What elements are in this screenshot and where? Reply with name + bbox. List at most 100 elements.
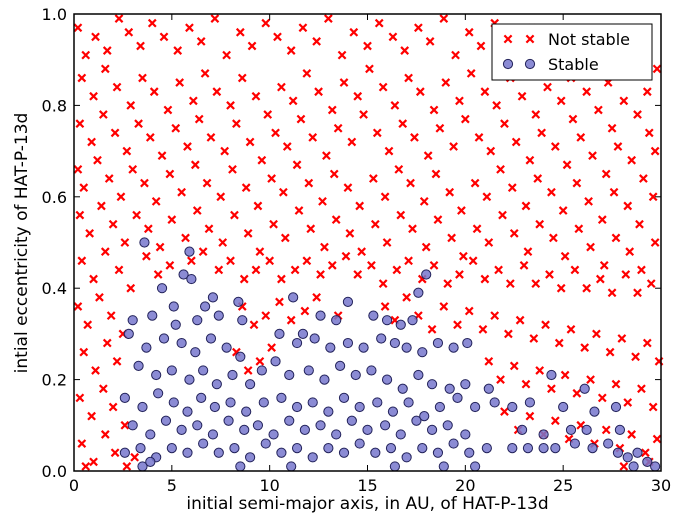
not-stable-point <box>558 206 568 215</box>
not-stable-point <box>251 91 261 101</box>
stable-point <box>650 461 661 472</box>
not-stable-point <box>460 114 470 124</box>
not-stable-point <box>500 407 509 416</box>
not-stable-point <box>613 142 623 151</box>
stable-point <box>309 333 320 344</box>
stable-point <box>403 397 414 408</box>
not-stable-point <box>627 155 637 165</box>
stable-point <box>338 447 350 458</box>
not-stable-point <box>470 178 480 188</box>
not-stable-point <box>243 366 253 375</box>
stable-point <box>538 429 549 440</box>
not-stable-point <box>249 320 259 330</box>
not-stable-point <box>621 270 631 279</box>
not-stable-point <box>531 279 541 289</box>
not-stable-point <box>642 87 652 97</box>
stable-point <box>401 342 412 353</box>
not-stable-point <box>269 219 278 229</box>
not-stable-point <box>188 96 198 106</box>
not-stable-point <box>439 302 449 311</box>
not-stable-point <box>586 375 595 384</box>
not-stable-point <box>302 256 312 266</box>
not-stable-point <box>290 265 300 275</box>
stable-point <box>395 319 406 330</box>
points-layer <box>73 14 664 472</box>
stable-point <box>245 379 256 390</box>
stable-point <box>323 443 334 454</box>
not-stable-point <box>619 96 629 106</box>
not-stable-point <box>482 192 492 202</box>
x-axis-label: initial semi-major axis, in AU, of HAT-P… <box>186 494 548 514</box>
stable-point <box>297 328 309 339</box>
not-stable-point <box>398 119 408 129</box>
not-stable-point <box>167 215 177 225</box>
not-stable-point <box>611 233 621 243</box>
not-stable-point <box>619 462 629 471</box>
stable-point <box>419 411 430 422</box>
not-stable-point <box>404 73 413 83</box>
not-stable-point <box>91 366 100 375</box>
not-stable-point <box>474 133 484 142</box>
not-stable-point <box>572 178 582 188</box>
not-stable-point <box>202 178 212 188</box>
not-stable-point <box>337 50 347 60</box>
stable-point <box>209 401 220 413</box>
not-stable-point <box>267 343 277 352</box>
stable-point <box>307 397 318 408</box>
not-stable-point <box>570 265 580 275</box>
stable-point <box>432 337 444 349</box>
not-stable-point <box>609 187 619 197</box>
not-stable-point <box>327 105 337 115</box>
not-stable-point <box>623 398 633 407</box>
not-stable-point <box>282 142 292 151</box>
stable-point <box>395 429 406 440</box>
stable-point <box>413 287 424 298</box>
stable-point <box>199 301 211 312</box>
not-stable-point <box>114 265 124 275</box>
not-stable-point <box>108 402 118 412</box>
not-stable-point <box>439 14 449 23</box>
not-stable-point <box>267 174 277 183</box>
not-stable-point <box>378 279 388 289</box>
not-stable-point <box>220 146 230 156</box>
not-stable-point <box>226 256 235 266</box>
not-stable-point <box>478 324 488 334</box>
stable-point <box>614 424 626 435</box>
not-stable-point <box>294 206 304 215</box>
stable-point <box>354 401 365 413</box>
not-stable-point <box>73 165 83 174</box>
not-stable-point <box>138 73 147 83</box>
not-stable-point <box>177 187 186 197</box>
not-stable-point <box>648 192 658 202</box>
stable-point <box>401 452 412 463</box>
not-stable-point <box>582 283 592 293</box>
not-stable-point <box>541 320 550 330</box>
not-stable-point <box>576 133 586 142</box>
not-stable-point <box>427 324 437 334</box>
not-stable-point <box>644 128 654 138</box>
legend-marker-stable <box>524 58 536 70</box>
not-stable-point <box>327 260 337 270</box>
not-stable-point <box>453 320 462 330</box>
not-stable-point <box>623 201 633 211</box>
not-stable-point <box>345 228 355 238</box>
stable-point <box>153 388 164 399</box>
not-stable-point <box>640 448 650 458</box>
not-stable-point <box>357 247 367 257</box>
not-stable-point <box>122 146 132 156</box>
legend: Not stable Stable <box>491 23 653 81</box>
stable-point <box>376 333 387 344</box>
stable-point <box>628 461 639 472</box>
stable-point <box>284 369 295 381</box>
stable-point <box>256 365 267 376</box>
series-stable <box>119 237 661 472</box>
not-stable-point <box>494 265 503 275</box>
not-stable-point <box>126 283 136 293</box>
not-stable-point <box>100 430 110 439</box>
not-stable-point <box>286 315 296 325</box>
stable-point <box>610 401 622 413</box>
not-stable-point <box>243 228 253 238</box>
not-stable-point <box>130 452 140 462</box>
not-stable-point <box>171 123 181 133</box>
stable-point <box>581 424 592 435</box>
